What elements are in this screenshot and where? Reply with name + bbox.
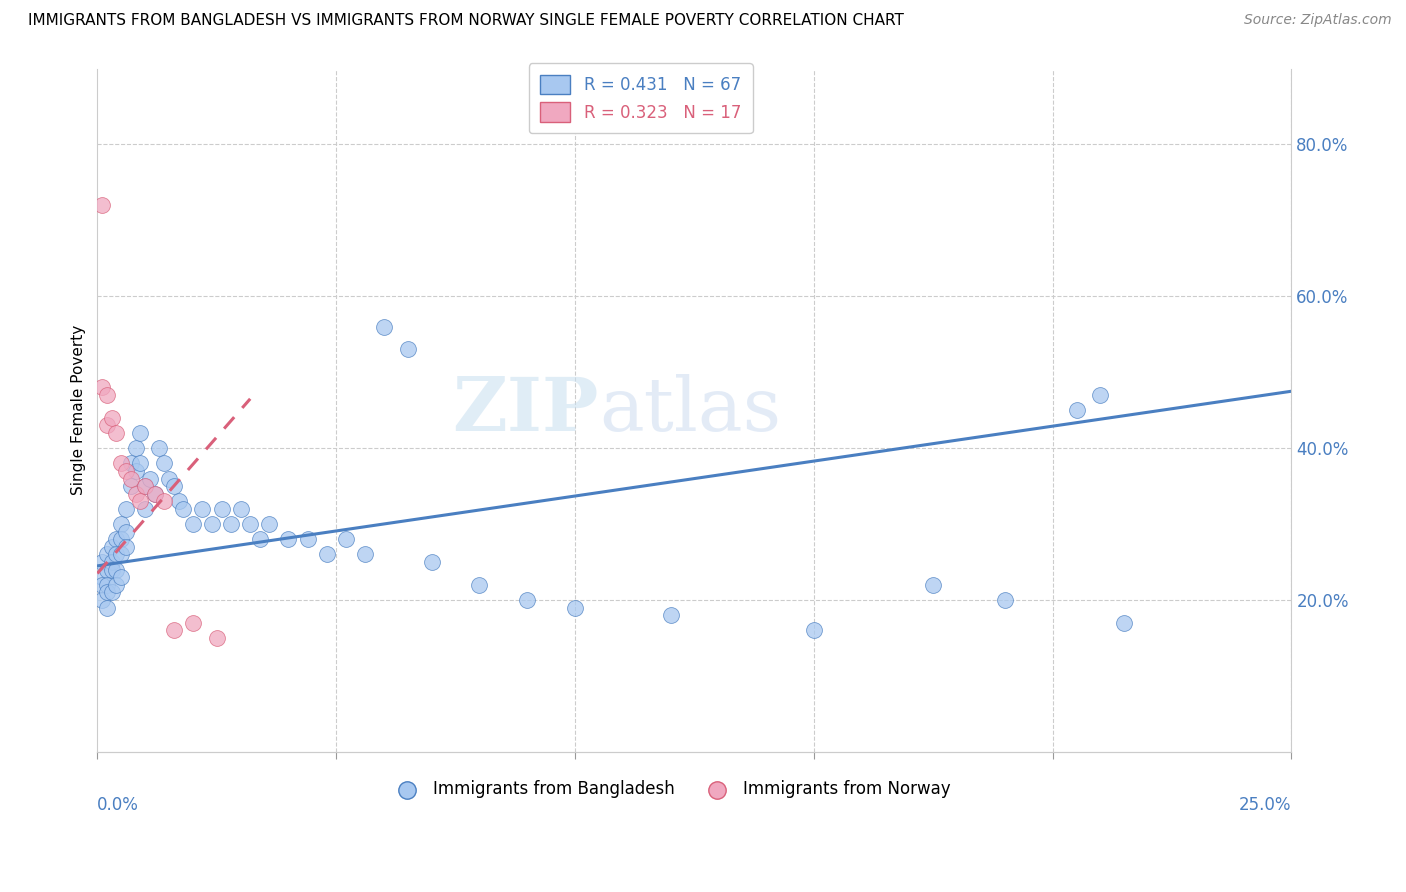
- Point: [1090, 388, 1112, 402]
- Point: [922, 578, 945, 592]
- Point: [157, 471, 180, 485]
- Point: [91, 593, 114, 607]
- Text: IMMIGRANTS FROM BANGLADESH VS IMMIGRANTS FROM NORWAY SINGLE FEMALE POVERTY CORRE: IMMIGRANTS FROM BANGLADESH VS IMMIGRANTS…: [28, 13, 904, 29]
- Point: [100, 540, 122, 554]
- Point: [105, 548, 128, 562]
- Point: [129, 425, 152, 440]
- Point: [96, 563, 118, 577]
- Point: [100, 555, 122, 569]
- Point: [96, 600, 118, 615]
- Point: [110, 533, 132, 547]
- Point: [96, 548, 118, 562]
- Point: [163, 624, 186, 638]
- Y-axis label: Single Female Poverty: Single Female Poverty: [72, 325, 86, 495]
- Point: [91, 198, 114, 212]
- Point: [110, 456, 132, 470]
- Point: [96, 388, 118, 402]
- Point: [134, 479, 156, 493]
- Point: [96, 418, 118, 433]
- Point: [115, 502, 138, 516]
- Point: [105, 533, 128, 547]
- Point: [110, 570, 132, 584]
- Point: [100, 585, 122, 599]
- Point: [201, 517, 224, 532]
- Text: 25.0%: 25.0%: [1239, 797, 1292, 814]
- Point: [115, 464, 138, 478]
- Point: [353, 548, 375, 562]
- Point: [124, 441, 146, 455]
- Point: [420, 555, 443, 569]
- Point: [163, 479, 186, 493]
- Point: [91, 578, 114, 592]
- Point: [259, 517, 281, 532]
- Point: [124, 487, 146, 501]
- Point: [91, 570, 114, 584]
- Text: atlas: atlas: [599, 374, 780, 447]
- Point: [129, 456, 152, 470]
- Point: [110, 548, 132, 562]
- Point: [115, 524, 138, 539]
- Point: [373, 319, 395, 334]
- Point: [105, 563, 128, 577]
- Point: [100, 410, 122, 425]
- Point: [516, 593, 538, 607]
- Point: [134, 502, 156, 516]
- Point: [211, 502, 233, 516]
- Point: [105, 425, 128, 440]
- Point: [143, 487, 166, 501]
- Point: [564, 600, 586, 615]
- Point: [153, 456, 176, 470]
- Point: [110, 517, 132, 532]
- Point: [1114, 615, 1136, 630]
- Point: [803, 624, 825, 638]
- Point: [115, 540, 138, 554]
- Point: [148, 441, 170, 455]
- Text: 0.0%: 0.0%: [97, 797, 139, 814]
- Point: [100, 563, 122, 577]
- Point: [396, 343, 419, 357]
- Point: [277, 533, 299, 547]
- Point: [229, 502, 252, 516]
- Point: [181, 615, 204, 630]
- Point: [96, 578, 118, 592]
- Legend: Immigrants from Bangladesh, Immigrants from Norway: Immigrants from Bangladesh, Immigrants f…: [384, 773, 957, 805]
- Point: [129, 494, 152, 508]
- Point: [120, 456, 142, 470]
- Point: [120, 471, 142, 485]
- Point: [191, 502, 214, 516]
- Point: [219, 517, 242, 532]
- Point: [124, 464, 146, 478]
- Point: [134, 479, 156, 493]
- Point: [335, 533, 357, 547]
- Point: [172, 502, 194, 516]
- Point: [167, 494, 190, 508]
- Point: [659, 608, 682, 623]
- Point: [143, 487, 166, 501]
- Point: [139, 471, 162, 485]
- Point: [994, 593, 1017, 607]
- Text: ZIP: ZIP: [453, 374, 599, 447]
- Point: [105, 578, 128, 592]
- Point: [91, 380, 114, 394]
- Point: [297, 533, 319, 547]
- Point: [181, 517, 204, 532]
- Point: [249, 533, 271, 547]
- Point: [315, 548, 337, 562]
- Point: [205, 631, 228, 645]
- Text: Source: ZipAtlas.com: Source: ZipAtlas.com: [1244, 13, 1392, 28]
- Point: [153, 494, 176, 508]
- Point: [91, 555, 114, 569]
- Point: [1066, 403, 1088, 417]
- Point: [120, 479, 142, 493]
- Point: [239, 517, 262, 532]
- Point: [468, 578, 491, 592]
- Point: [96, 585, 118, 599]
